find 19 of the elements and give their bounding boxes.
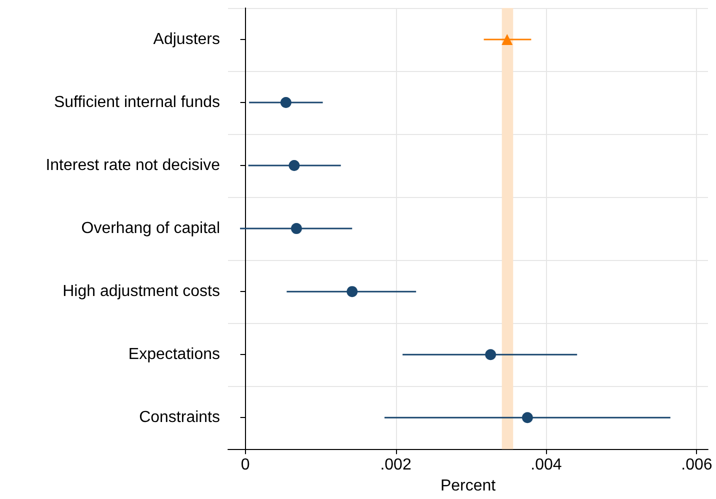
x-tick-label: .006 <box>681 456 712 474</box>
x-axis-title: Percent <box>440 478 496 494</box>
point <box>522 412 533 424</box>
x-tick-label: .002 <box>380 456 412 474</box>
x-tick-label: 0 <box>240 456 250 474</box>
y-tick-label: Sufficient internal funds <box>54 94 220 112</box>
point <box>280 97 292 108</box>
point <box>288 160 300 172</box>
x-tick-label: .004 <box>530 456 562 474</box>
y-tick-label: Overhang of capital <box>81 220 220 238</box>
point <box>290 223 302 234</box>
point <box>502 34 513 46</box>
point <box>346 286 358 298</box>
y-tick-label: Adjusters <box>153 31 220 48</box>
y-tick-label: Constraints <box>139 409 220 426</box>
y-tick-label: Expectations <box>128 346 220 364</box>
y-tick-label: Interest rate not decisive <box>46 157 220 174</box>
point <box>485 349 496 360</box>
y-tick-label: High adjustment costs <box>62 283 220 300</box>
